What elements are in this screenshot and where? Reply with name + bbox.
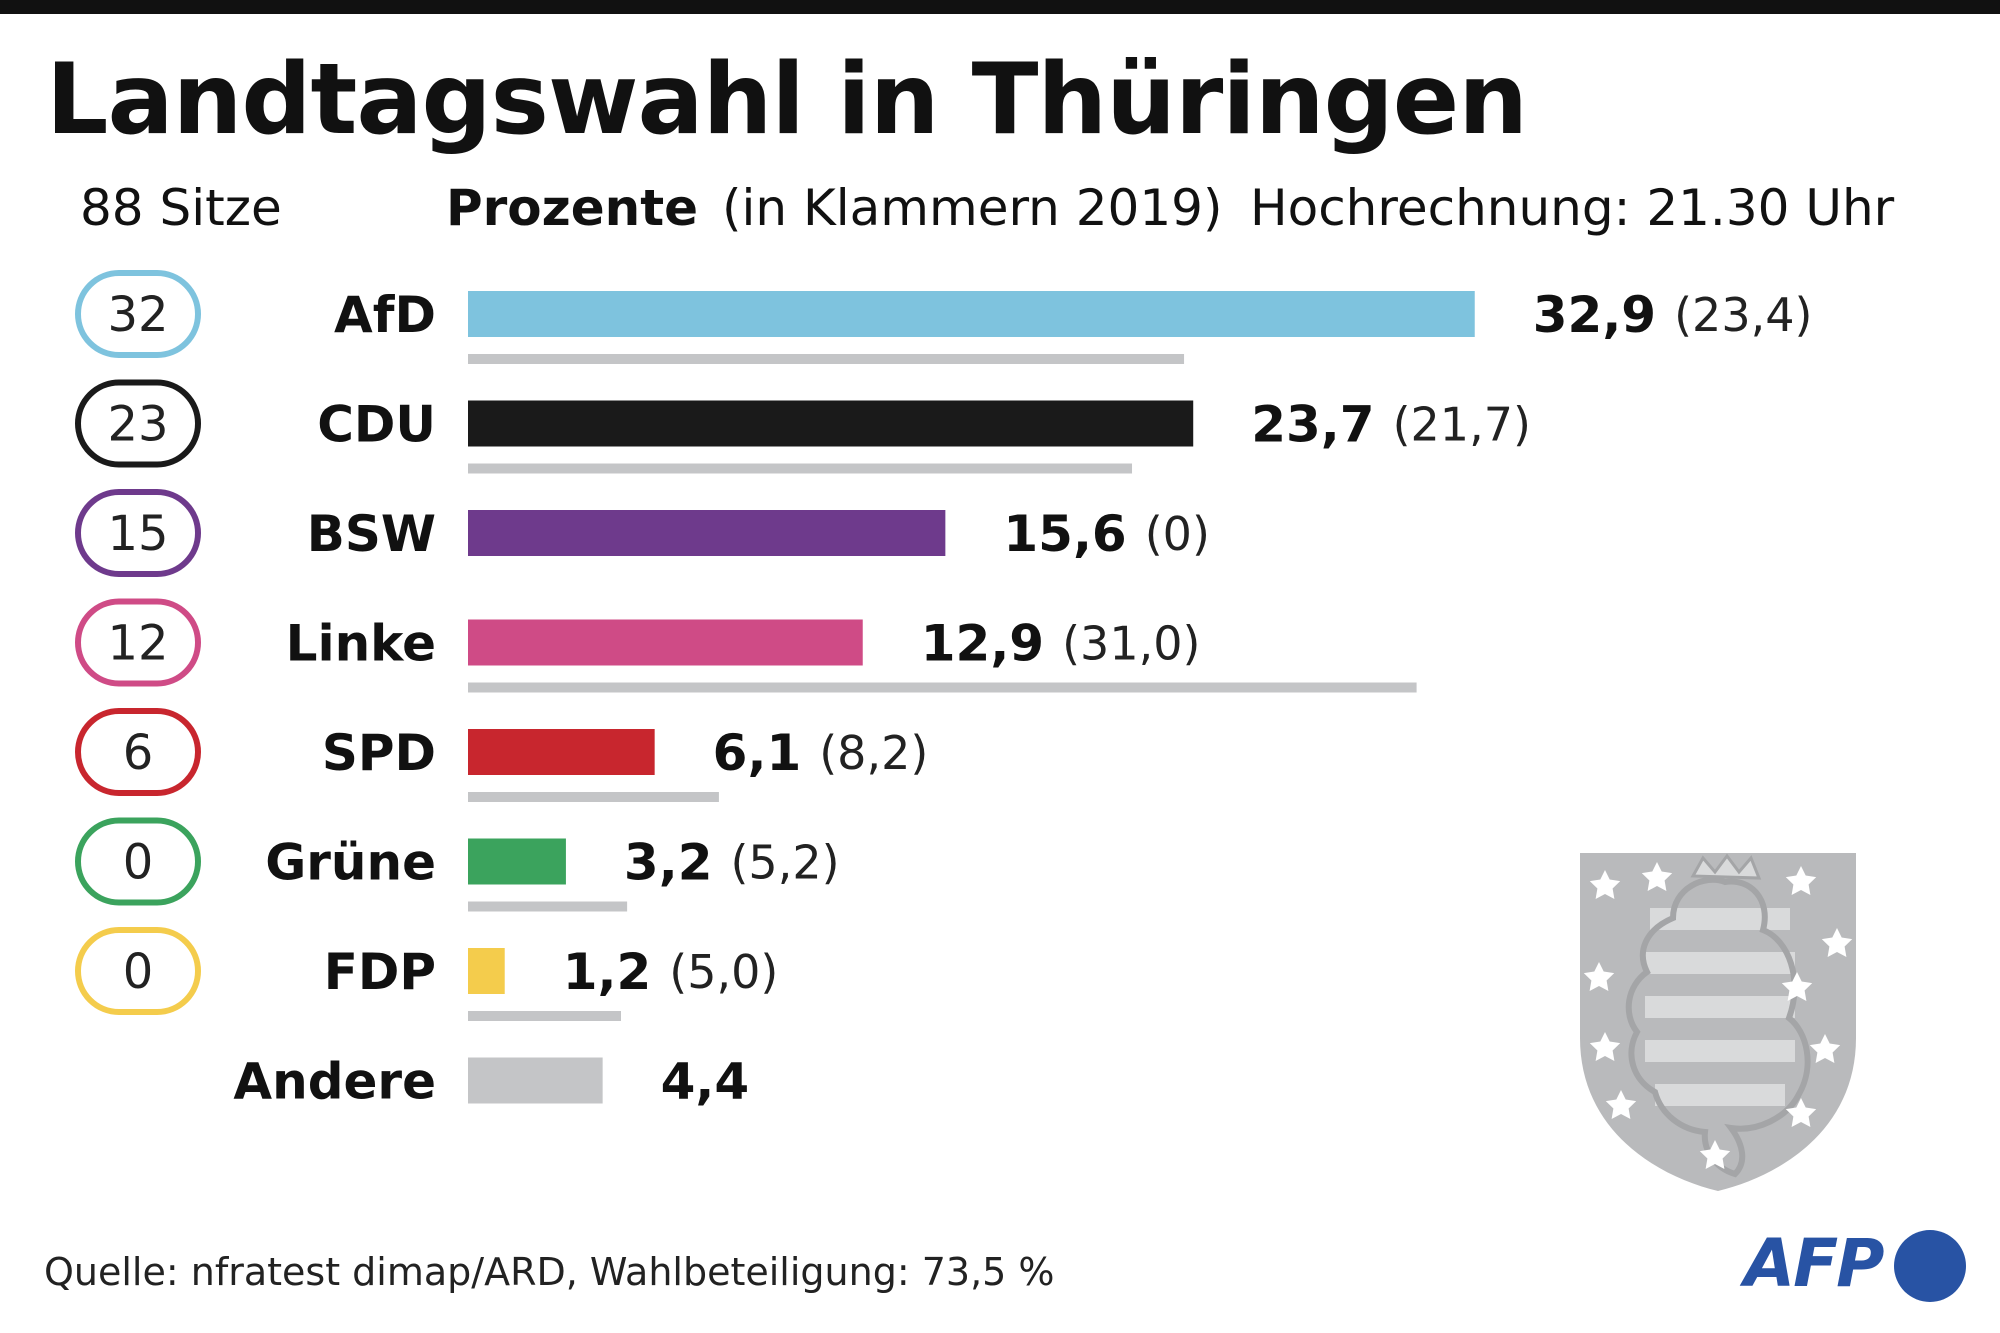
bar-2024: [468, 729, 655, 775]
previous-value-label: (5,0): [669, 945, 778, 999]
value-label: 32,9: [1533, 286, 1656, 344]
previous-value-label: (5,2): [730, 836, 839, 890]
previous-value-label: (21,7): [1393, 398, 1531, 452]
seat-count: 0: [123, 944, 154, 1000]
previous-value-label: (31,0): [1062, 617, 1200, 671]
bar-2019: [468, 354, 1185, 364]
bar-2019: [468, 1011, 621, 1021]
afp-logo-dot: [1894, 1230, 1966, 1302]
value-label: 15,6: [1003, 505, 1126, 563]
bar-2024: [468, 400, 1194, 447]
bar-2024: [468, 619, 863, 666]
top-rule: [0, 0, 2000, 14]
seat-badge: [75, 817, 201, 906]
source-note: Quelle: nfratest dimap/ARD, Wahlbeteilig…: [44, 1250, 1055, 1294]
seat-badge: [75, 379, 201, 468]
afp-logo: AFP: [1744, 1226, 1974, 1302]
previous-note: (in Klammern 2019): [722, 179, 1223, 237]
party-label: Andere: [233, 1053, 436, 1111]
party-label: SPD: [322, 724, 436, 782]
bar-2019: [468, 901, 628, 912]
seat-count: 32: [107, 287, 168, 343]
seat-badge: [75, 927, 201, 1015]
seats-total-label: 88 Sitze: [80, 179, 282, 237]
party-label: CDU: [317, 396, 436, 454]
bar-2024: [468, 1057, 603, 1104]
bar-2019: [468, 463, 1133, 474]
percent-label: Prozente: [446, 179, 699, 237]
bar-2019: [468, 682, 1417, 693]
party-label: BSW: [307, 505, 436, 563]
seat-count: 12: [107, 616, 168, 672]
seat-badge: [75, 708, 201, 796]
value-label: 4,4: [661, 1053, 750, 1111]
value-label: 23,7: [1251, 396, 1374, 454]
previous-value-label: (23,4): [1674, 288, 1812, 342]
party-label: Grüne: [265, 834, 436, 892]
value-label: 6,1: [713, 724, 802, 782]
value-label: 1,2: [563, 943, 652, 1001]
value-label: 3,2: [624, 834, 713, 892]
thuringia-coat-of-arms-icon: [1580, 853, 1856, 1191]
seat-count: 15: [107, 506, 168, 562]
bar-2024: [468, 510, 946, 556]
party-label: Linke: [286, 615, 436, 673]
party-label: AfD: [334, 286, 436, 344]
bar-chart: 32 AfD 32,9 (23,4) 23 CDU 23,7 (21,7) 15 BSW 15,6 (…: [75, 270, 1812, 1111]
bar-2024: [468, 948, 505, 994]
previous-value-label: (0): [1145, 507, 1210, 561]
party-label: FDP: [324, 943, 436, 1001]
bar-2024: [468, 838, 566, 885]
bar-2019: [468, 792, 719, 802]
seat-count: 0: [123, 835, 154, 891]
previous-value-label: (8,2): [819, 726, 928, 780]
projection-time: Hochrechnung: 21.30 Uhr: [1250, 179, 1895, 237]
value-label: 12,9: [921, 615, 1044, 673]
seat-badge: [75, 598, 201, 687]
seat-count: 6: [123, 725, 154, 781]
seat-badge: [75, 489, 201, 577]
seat-count: 23: [107, 397, 168, 453]
afp-logo-text: AFP: [1744, 1225, 1885, 1302]
bar-2024: [468, 291, 1475, 337]
page-title: Landtagswahl in Thüringen: [46, 43, 1528, 157]
seat-badge: [75, 270, 201, 358]
